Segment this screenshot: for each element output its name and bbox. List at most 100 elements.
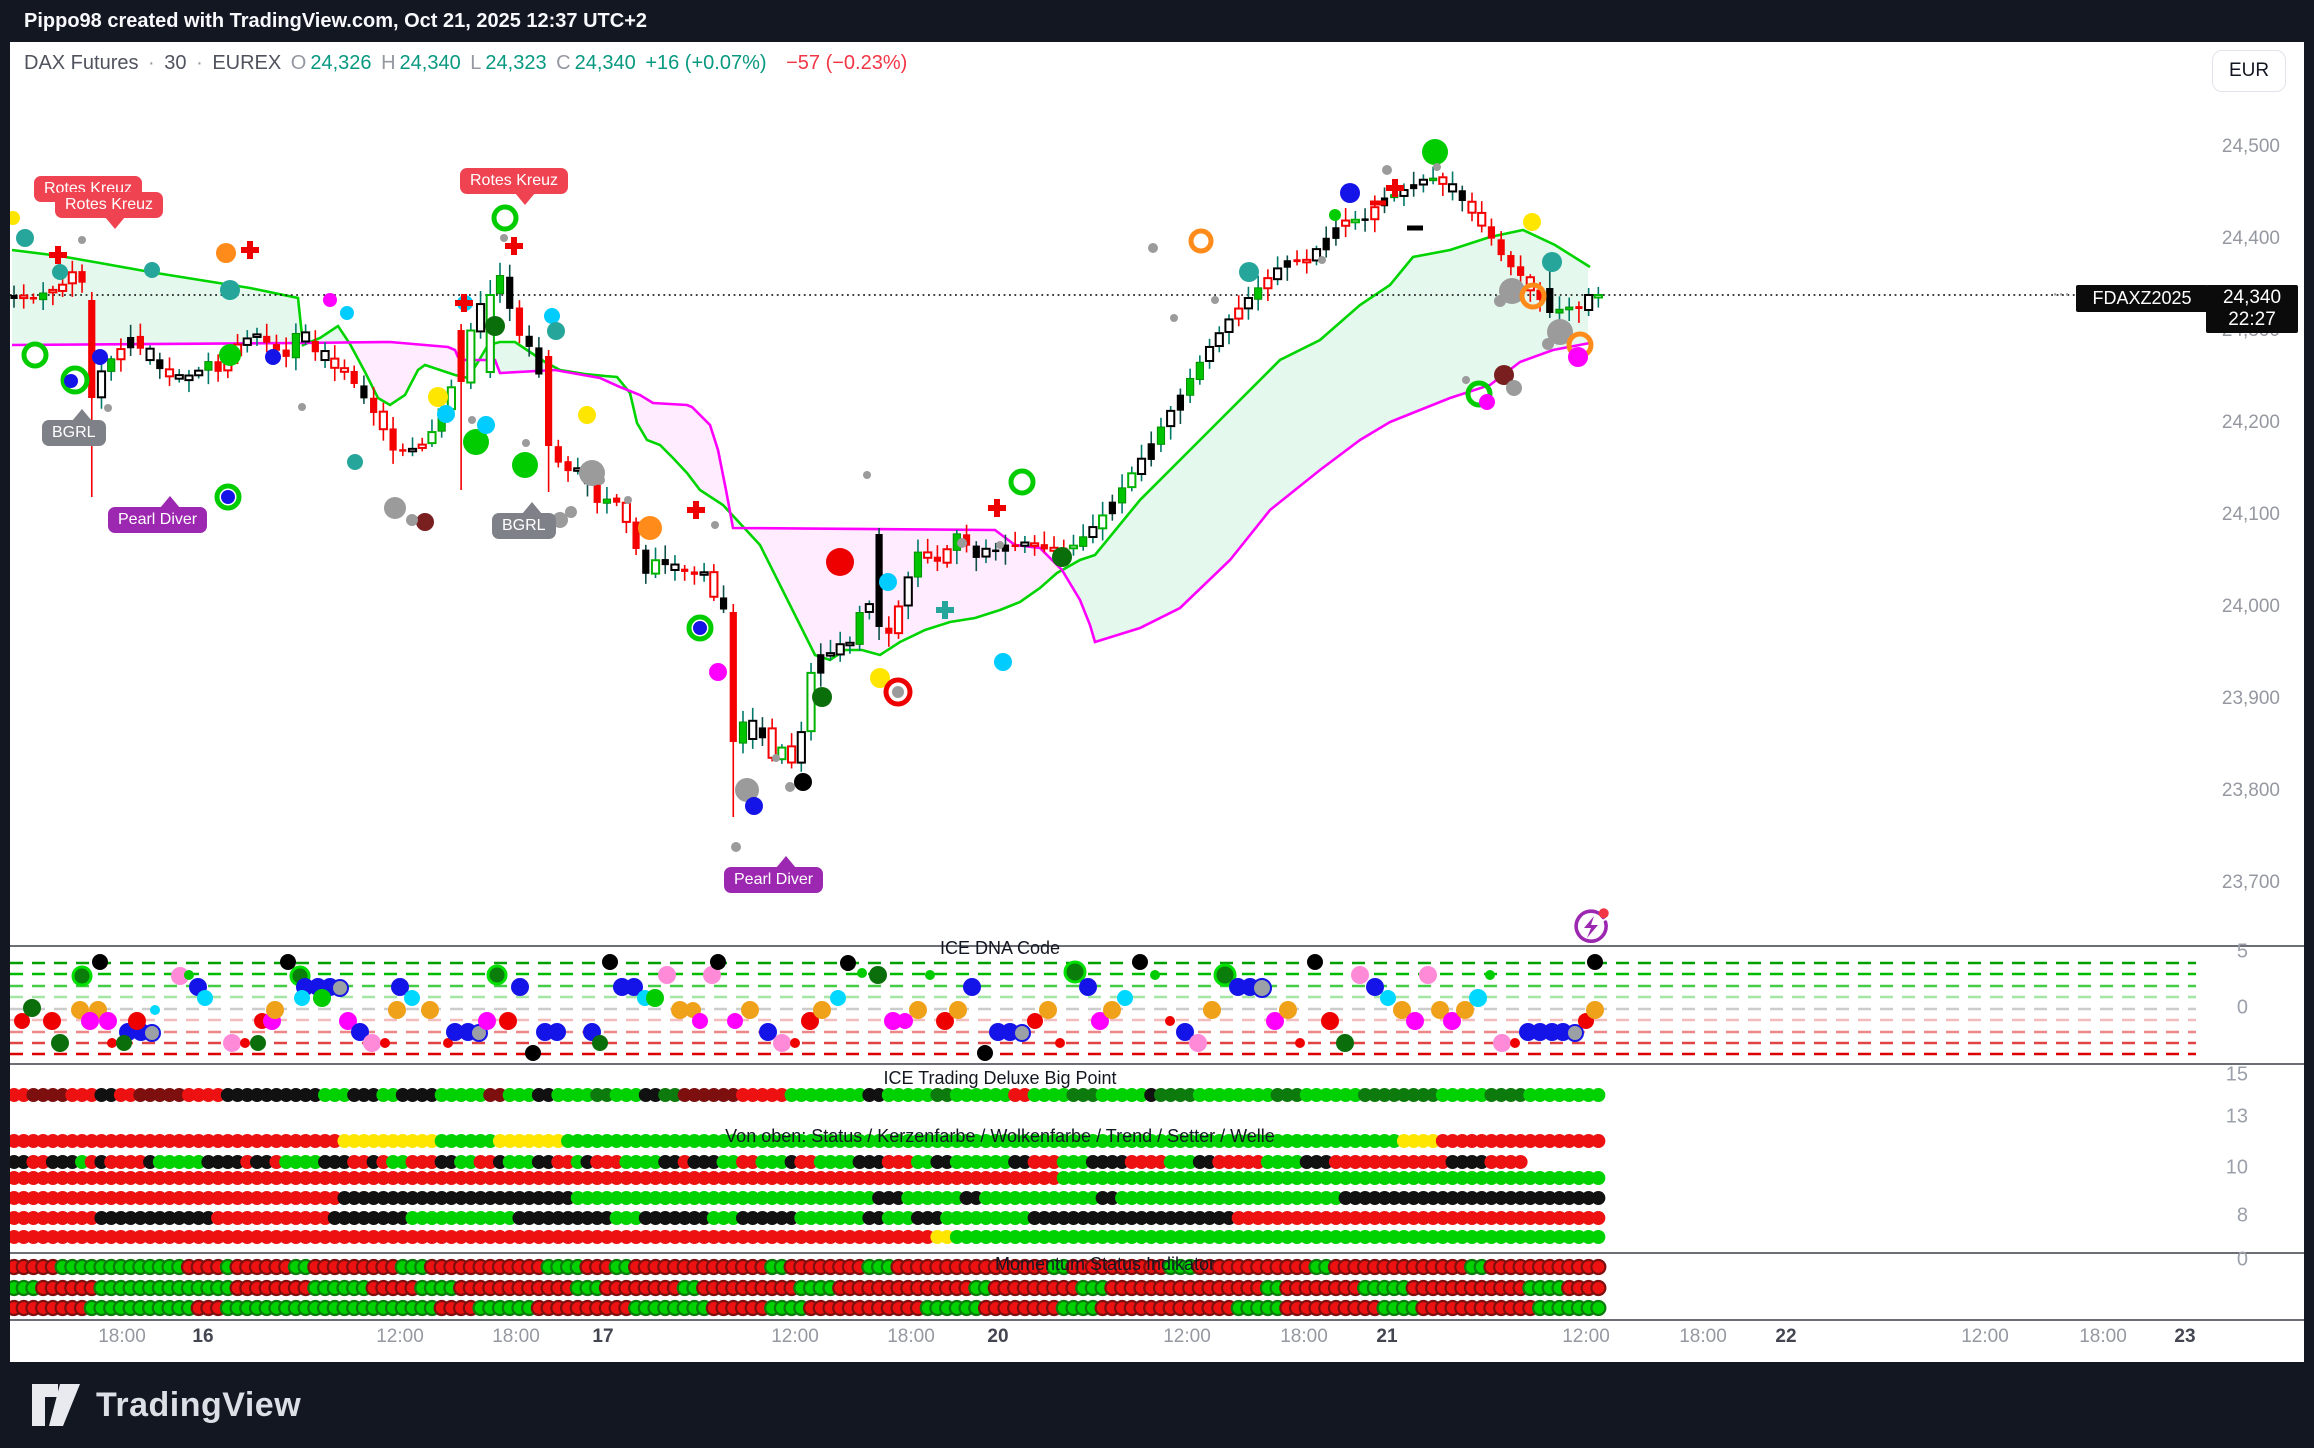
candle-body (378, 410, 388, 431)
dot-marker (347, 454, 363, 470)
currency-button[interactable]: EUR (2212, 50, 2286, 92)
price-scale-label[interactable]: 23,900 (2221, 688, 2280, 709)
dna-dot (1586, 1001, 1604, 1019)
indicator-dot (1494, 1171, 1509, 1185)
indicator-dot (424, 1230, 439, 1244)
dna-dot (1189, 1034, 1207, 1052)
candle-body (1108, 501, 1116, 515)
time-axis-label[interactable]: 21 (1376, 1326, 1398, 1347)
symbol-title[interactable]: DAX Futures (24, 52, 139, 74)
chart-label-rotes-kreuz[interactable]: Rotes Kreuz (460, 168, 569, 205)
pane-title-vonoben[interactable]: Von oben: Status / Kerzenfarbe / Wolkenf… (725, 1126, 1275, 1146)
chart-label-pearl-diver[interactable]: Pearl Diver (724, 856, 824, 893)
indicator-dot (667, 1171, 682, 1185)
indicator-dot (901, 1211, 916, 1225)
indicator-dot (220, 1155, 235, 1169)
symbol-legend[interactable]: DAX Futures · 30 · EUREX O 24,326 H 24,340… (24, 52, 908, 74)
time-axis-label[interactable]: 12:00 (771, 1326, 819, 1347)
time-axis-label[interactable]: 18:00 (1679, 1326, 1727, 1347)
indicator-dot (658, 1171, 673, 1185)
candle-body (1302, 258, 1312, 264)
dna-dot (150, 1005, 160, 1015)
chart-area[interactable]: DAX Futures · 30 · EUREX O 24,326 H 24,340… (10, 42, 2304, 1362)
time-axis-label[interactable]: 23 (2174, 1326, 2196, 1347)
indicator-dot (842, 1134, 857, 1148)
price-scale-label[interactable]: 24,000 (2221, 596, 2280, 617)
chart-label-pearl-diver[interactable]: Pearl Diver (108, 496, 208, 533)
dot-marker (10, 211, 20, 225)
indicator-dot (201, 1191, 216, 1205)
indicator-dot (220, 1134, 235, 1148)
pane-title-dna[interactable]: ICE DNA Code (939, 938, 1061, 958)
indicator-dot (648, 1171, 663, 1185)
time-axis-label[interactable]: 18:00 (887, 1326, 935, 1347)
time-axis-label[interactable]: 18:00 (492, 1326, 540, 1347)
indicator-dot (1426, 1134, 1441, 1148)
indicator-dot (1212, 1191, 1227, 1205)
candle-body (320, 350, 330, 362)
time-axis-label[interactable]: 16 (192, 1326, 214, 1347)
time-axis-label[interactable]: 22 (1775, 1326, 1797, 1347)
chart-label-bgrl[interactable]: BGRL (492, 502, 556, 539)
indicator-dot (949, 1211, 964, 1225)
indicator-dot (638, 1211, 653, 1225)
time-axis-label[interactable]: 18:00 (98, 1326, 146, 1347)
exchange[interactable]: EUREX (212, 52, 282, 74)
chart-canvas[interactable] (10, 42, 2304, 1362)
interval[interactable]: 30 (164, 52, 187, 74)
indicator-dot (104, 1211, 119, 1225)
cloud-bearish-fill (352, 342, 476, 404)
indicator-dot (891, 1211, 906, 1225)
price-scale-label[interactable]: 24,500 (2221, 136, 2280, 157)
candle-body (670, 563, 680, 571)
indicator-dot (1280, 1155, 1295, 1169)
pane-title-bigpoint[interactable]: ICE Trading Deluxe Big Point (883, 1068, 1117, 1088)
price-scale-label[interactable]: 23,800 (2221, 780, 2280, 801)
indicator-dot (541, 1134, 556, 1148)
indicator-dot (133, 1134, 148, 1148)
spark-icon[interactable] (1574, 908, 1609, 943)
indicator-dot (658, 1191, 673, 1205)
last-price-box[interactable]: 24,340 22:27 (2206, 285, 2298, 333)
indicator-dot (697, 1171, 712, 1185)
indicator-dot (842, 1191, 857, 1205)
time-axis-label[interactable]: 18:00 (1280, 1326, 1328, 1347)
dna-dot (925, 970, 935, 980)
price-scale-label[interactable]: 24,200 (2221, 412, 2280, 433)
indicator-dot (1319, 1134, 1334, 1148)
indicator-dot (580, 1088, 595, 1102)
indicator-dot (1562, 1088, 1577, 1102)
indicator-dot (852, 1134, 867, 1148)
time-axis-label[interactable]: 17 (592, 1326, 614, 1347)
indicator-dot (940, 1134, 955, 1148)
chart-label-rotes-kreuz[interactable]: Rotes Kreuz (55, 192, 164, 229)
indicator-dot (162, 1088, 177, 1102)
cloud-line-green (11, 228, 1591, 662)
time-axis-label[interactable]: 12:00 (1163, 1326, 1211, 1347)
indicator-dot (1008, 1191, 1023, 1205)
time-axis-label[interactable]: 12:00 (1562, 1326, 1610, 1347)
indicator-dot (386, 1088, 401, 1102)
tradingview-logo[interactable]: TradingView (30, 1382, 301, 1428)
time-axis-label[interactable]: 12:00 (1961, 1326, 2009, 1347)
price-scale-label[interactable]: 23,700 (2221, 872, 2280, 893)
dot-marker (578, 406, 596, 424)
candle-body (1243, 297, 1254, 310)
dna-dot (592, 1035, 608, 1051)
contract-label[interactable]: FDAXZ2025 (2076, 285, 2208, 312)
chart-label-bgrl[interactable]: BGRL (42, 409, 106, 446)
pane-title-momentum[interactable]: Momentum Status Indikator (994, 1254, 1216, 1274)
price-scale-label[interactable]: 24,400 (2221, 228, 2280, 249)
indicator-dot (590, 1191, 605, 1205)
time-axis-label[interactable]: 18:00 (2079, 1326, 2127, 1347)
time-axis-label[interactable]: 12:00 (376, 1326, 424, 1347)
time-axis-label[interactable]: 20 (987, 1326, 1009, 1347)
indicator-dot (269, 1155, 284, 1169)
price-scale-label[interactable]: 24,100 (2221, 504, 2280, 525)
indicator-dot (1212, 1211, 1227, 1225)
indicator-dot (298, 1155, 313, 1169)
indicator-dot (143, 1191, 158, 1205)
indicator-dot (706, 1230, 721, 1244)
indicator-dot (1017, 1088, 1032, 1102)
